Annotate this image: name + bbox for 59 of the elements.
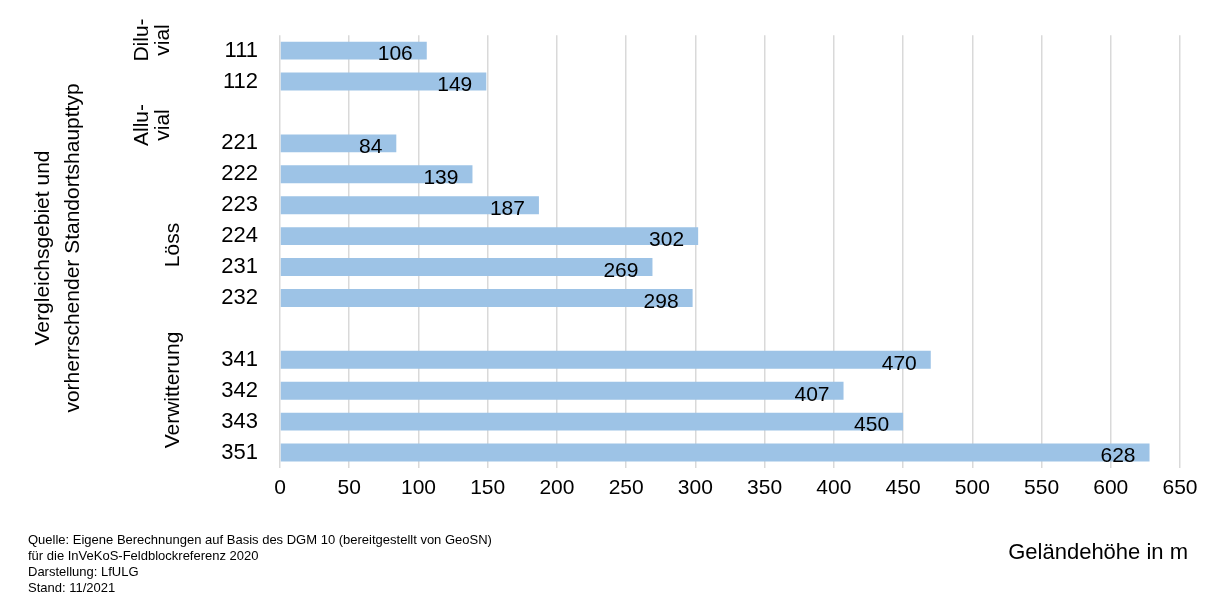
data-label: 302 (649, 226, 685, 250)
bar (280, 196, 539, 215)
data-label: 149 (437, 72, 473, 96)
bar (280, 72, 487, 91)
text: Verwitterung (159, 331, 183, 449)
data-label: 298 (643, 288, 679, 312)
y-tick-label: 112 (222, 67, 258, 93)
y-tick-label: 231 (221, 253, 258, 279)
y-tick-label: 222 (221, 160, 258, 186)
bar (280, 134, 397, 153)
y-tick-label: 341 (221, 345, 258, 371)
y-tick-label: 223 (221, 191, 258, 217)
bar (280, 165, 473, 184)
x-tick-label: 100 (400, 475, 436, 499)
text: Stand: 11/2021 (28, 579, 116, 595)
bar (280, 443, 1150, 462)
x-tick-label: 150 (470, 475, 506, 499)
data-label: 628 (1100, 443, 1136, 467)
x-tick-label: 0 (274, 475, 286, 499)
data-label: 470 (881, 350, 917, 374)
y-tick-label: 342 (221, 376, 258, 402)
bar (280, 412, 904, 431)
text: Vergleichsgebiet und vorherrschender Standortshaupttyp (29, 83, 83, 413)
x-tick-label: 250 (608, 475, 644, 499)
data-label: 84 (358, 134, 383, 158)
x-tick-label: 200 (539, 475, 575, 499)
y-tick-label: 232 (221, 284, 258, 310)
x-tick-label: 350 (747, 475, 783, 499)
bar (280, 381, 844, 400)
bar (280, 258, 653, 277)
bar (280, 41, 427, 60)
x-tick-label: 400 (816, 475, 852, 499)
x-axis-title: Geländehöhe in m (1008, 539, 1188, 565)
y-tick-label: 224 (221, 222, 258, 248)
data-label: 450 (854, 412, 890, 436)
source-note: Quelle: Eigene Berechnungen auf Basis des DGM 10 (bereitgestellt von GeoSN) für die InVeKoS-Feldblockreferenz 2020 (28, 531, 492, 563)
data-label: 269 (603, 257, 639, 281)
data-label: 407 (794, 381, 830, 405)
y-tick-label: 351 (221, 438, 258, 464)
x-tick-label: 650 (1162, 475, 1198, 499)
x-tick-label: 300 (677, 475, 713, 499)
text: Löss (159, 222, 183, 268)
data-label: 106 (377, 41, 413, 65)
bar (280, 350, 931, 369)
data-label: 139 (423, 165, 459, 189)
y-tick-label: 111 (224, 36, 258, 62)
text: Darstellung: LfULG (28, 563, 139, 579)
x-tick-label: 50 (337, 475, 361, 499)
text: Dilu- vial (129, 18, 174, 62)
y-tick-label: 343 (221, 407, 258, 433)
bar (280, 227, 699, 246)
y-tick-label: 221 (221, 129, 258, 155)
bar (280, 289, 693, 307)
x-tick-label: 550 (1024, 475, 1060, 499)
text: Allu- vial (129, 103, 174, 147)
x-tick-label: 500 (954, 475, 990, 499)
x-tick-label: 450 (885, 475, 921, 499)
x-tick-label: 600 (1093, 475, 1129, 499)
data-label: 187 (489, 196, 525, 220)
